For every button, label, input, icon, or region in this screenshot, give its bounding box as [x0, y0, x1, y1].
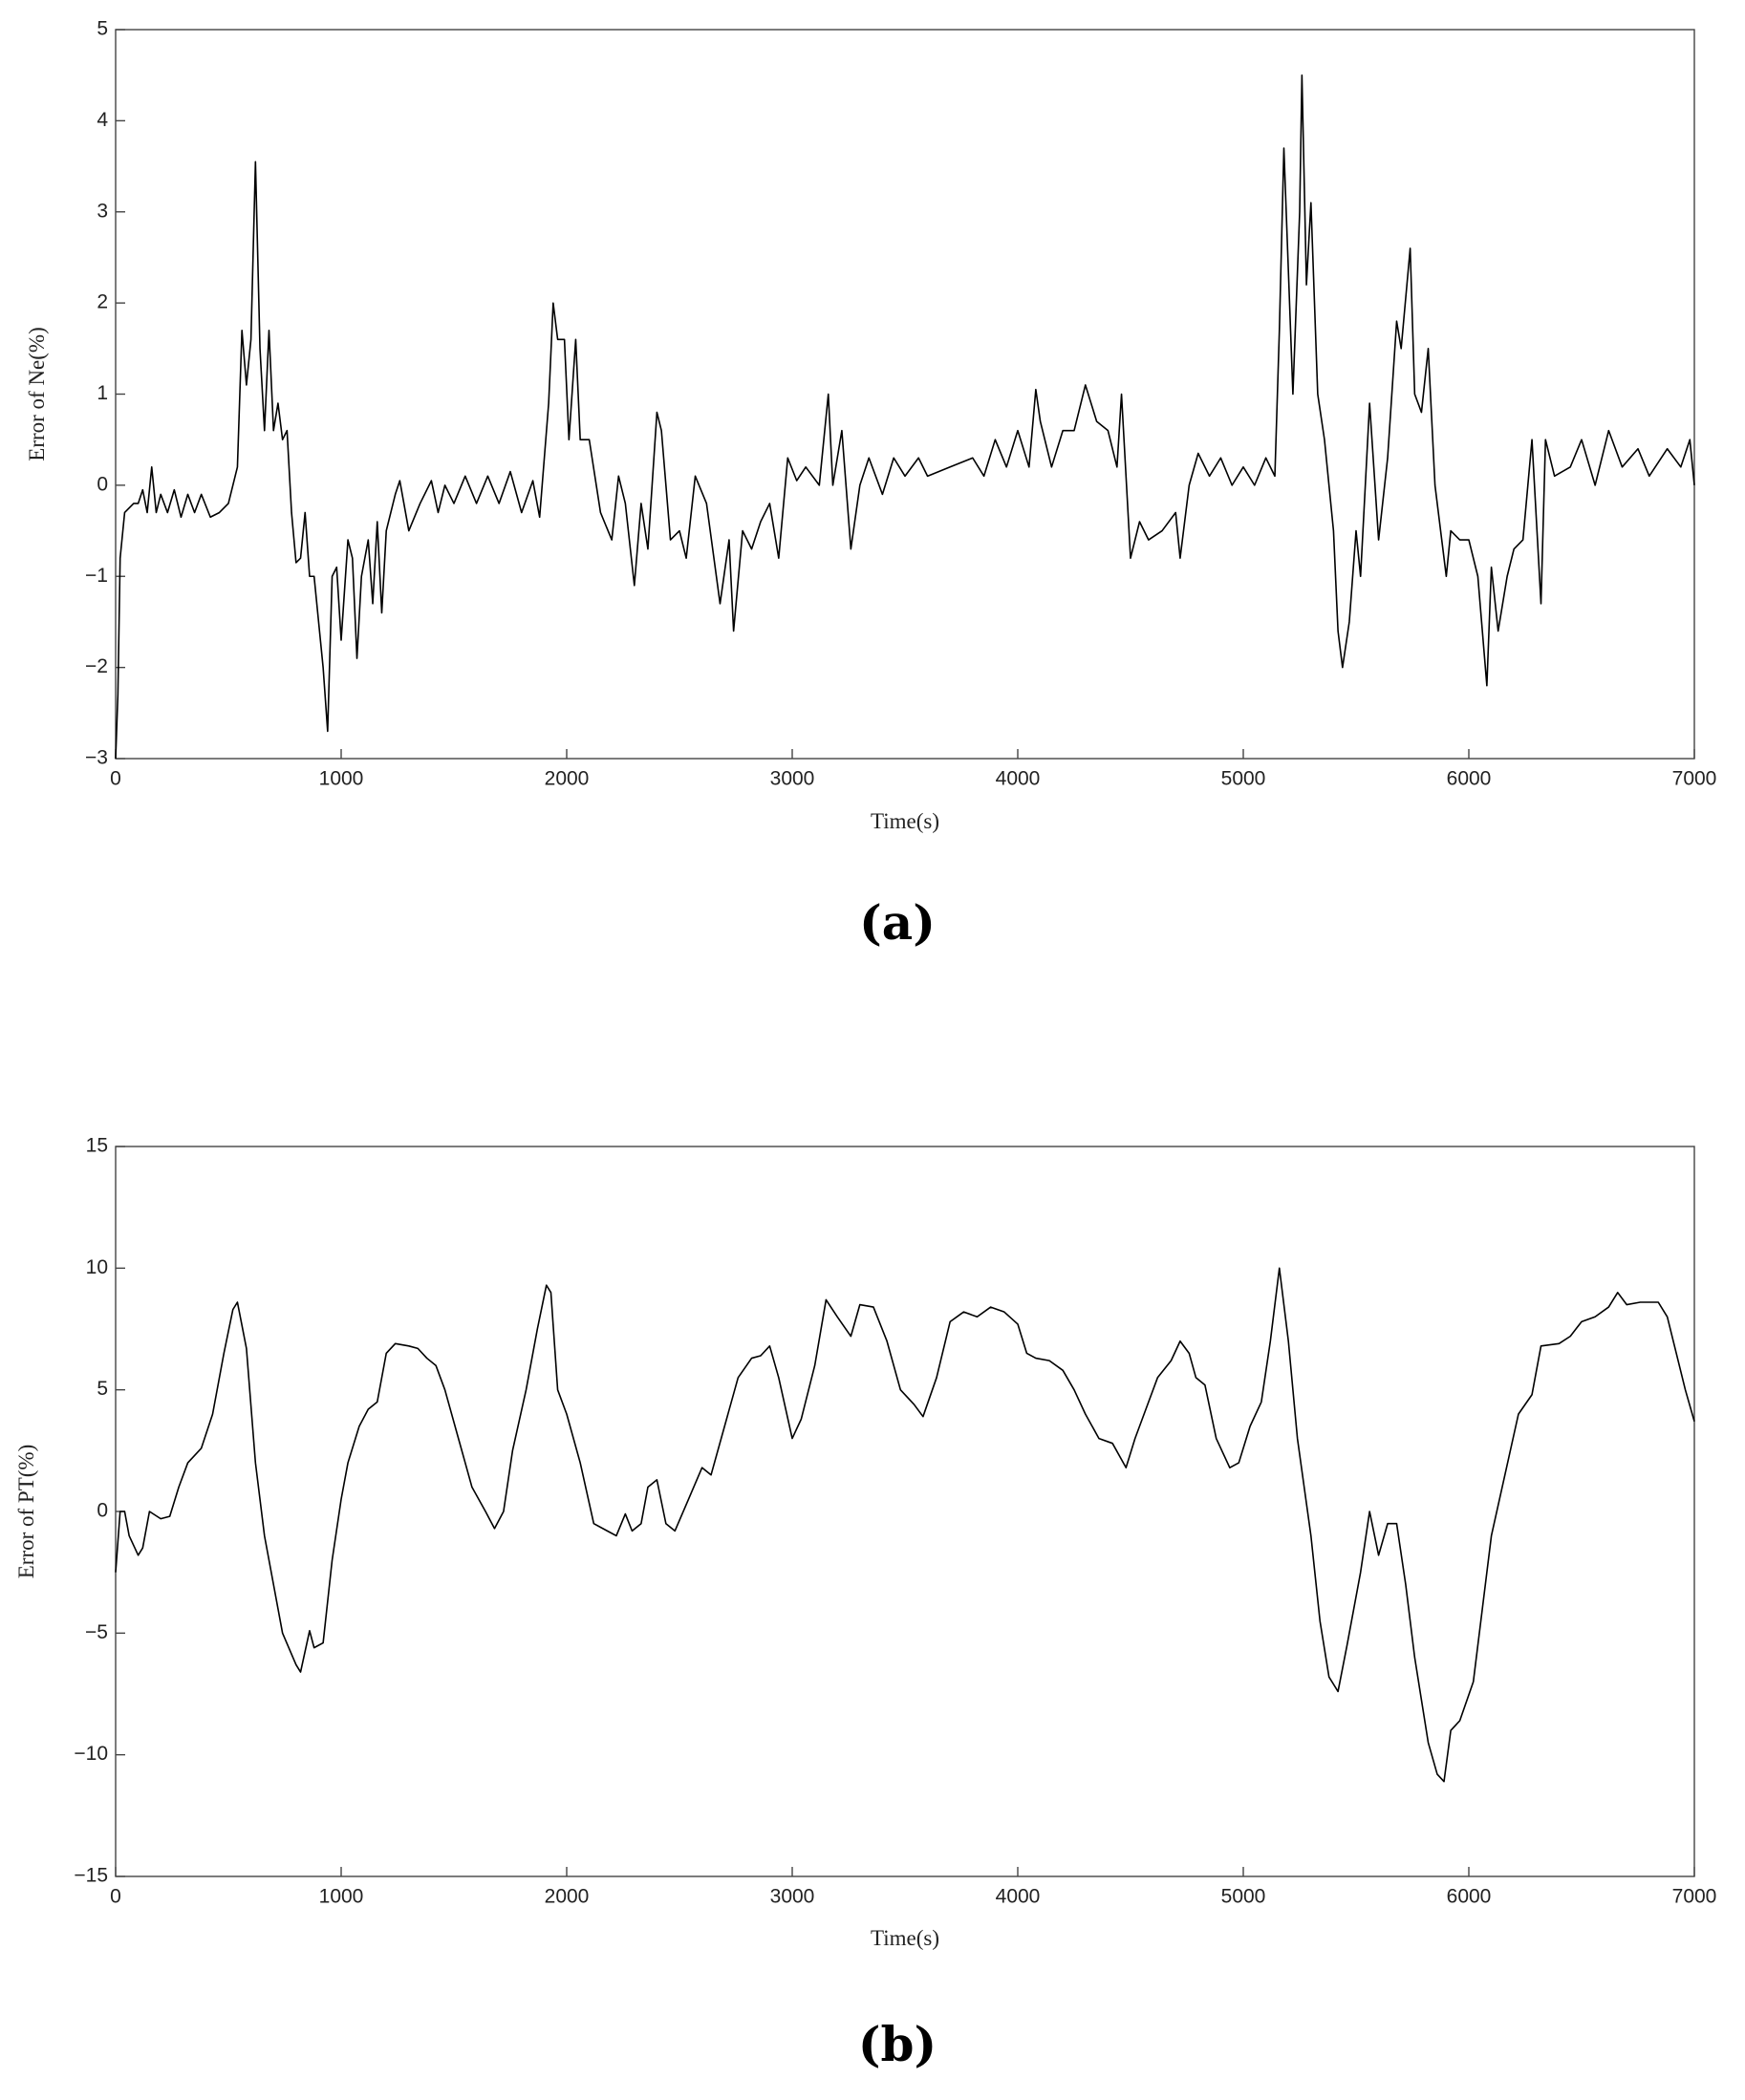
x-tick-label: 1000 [319, 768, 364, 790]
y-tick-label: 10 [86, 1256, 108, 1278]
y-tick-label: −5 [85, 1621, 108, 1643]
y-tick-label: −1 [85, 565, 108, 587]
y-axis-label: Error of Ne(%) [25, 327, 49, 461]
x-axis-label: Time(s) [871, 809, 939, 833]
y-tick-label: 1 [97, 382, 108, 404]
data-line [115, 74, 1695, 760]
x-tick-label: 3000 [770, 1886, 815, 1908]
y-tick-label: 15 [86, 1135, 108, 1157]
x-tick-label: 7000 [1672, 768, 1717, 790]
y-tick-label: −10 [74, 1743, 108, 1765]
x-tick-label: 0 [110, 1886, 121, 1908]
x-tick-label: 3000 [770, 768, 815, 790]
y-tick-label: 4 [97, 109, 108, 131]
y-tick-label: 2 [97, 291, 108, 313]
y-tick-label: −2 [85, 655, 108, 677]
x-tick-label: 5000 [1221, 768, 1266, 790]
x-tick-label: 7000 [1672, 1886, 1717, 1908]
y-tick-label: 5 [97, 1378, 108, 1400]
plot-frame [115, 29, 1695, 760]
x-tick-label: 4000 [996, 1886, 1041, 1908]
y-tick-label: 0 [97, 473, 108, 495]
x-tick-label: 0 [110, 768, 121, 790]
y-tick-label: 5 [97, 18, 108, 40]
panel-label: (b) [858, 2016, 937, 2072]
y-tick-label: 0 [97, 1500, 108, 1522]
x-tick-label: 6000 [1447, 1886, 1492, 1908]
panel-label: (a) [859, 894, 936, 951]
data-line [115, 1267, 1695, 1783]
x-tick-label: 6000 [1447, 768, 1492, 790]
x-tick-label: 2000 [545, 1886, 590, 1908]
x-axis-label: Time(s) [871, 1926, 939, 1950]
y-tick-label: 3 [97, 200, 108, 222]
x-tick-label: 2000 [545, 768, 590, 790]
y-tick-label: −15 [74, 1865, 108, 1887]
x-tick-label: 1000 [319, 1886, 364, 1908]
y-axis-label: Error of PT(%) [14, 1445, 38, 1579]
x-tick-label: 5000 [1221, 1886, 1266, 1908]
x-tick-label: 4000 [996, 768, 1041, 790]
plot-frame [115, 1146, 1695, 1877]
y-tick-label: −3 [85, 747, 108, 769]
